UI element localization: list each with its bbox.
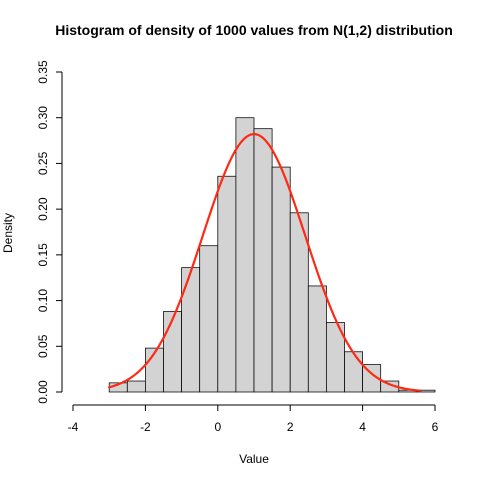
- density-curve: [108, 133, 422, 392]
- histogram-bar: [307, 285, 327, 393]
- y-ticks: 0.00 0.05 0.10 0.15 0.20 0.25 0.30 0.35: [36, 60, 62, 404]
- histogram-bar: [253, 128, 273, 393]
- histogram-bar: [271, 166, 291, 393]
- x-axis: -4 -2 0 2 4 6: [68, 404, 439, 434]
- x-tick-label: 0: [214, 420, 221, 434]
- histogram-bar: [362, 364, 382, 393]
- histogram-bar: [235, 117, 255, 393]
- x-tick-label: 2: [287, 420, 294, 434]
- chart-title: Histogram of density of 1000 values from…: [55, 22, 453, 38]
- y-tick-label: 0.35: [36, 60, 50, 84]
- x-ticks: -4 -2 0 2 4 6: [68, 405, 439, 434]
- x-tick-label: 6: [432, 420, 439, 434]
- y-tick-label: 0.15: [36, 243, 50, 267]
- y-tick-label: 0.30: [36, 106, 50, 130]
- y-tick-label: 0.05: [36, 334, 50, 358]
- histogram-bar: [181, 267, 201, 393]
- histogram-bar: [217, 175, 237, 393]
- y-tick-label: 0.10: [36, 289, 50, 313]
- x-tick-label: 4: [359, 420, 366, 434]
- y-tick-label: 0.25: [36, 151, 50, 175]
- x-axis-label: Value: [239, 452, 269, 466]
- histogram-bar: [199, 245, 219, 393]
- y-tick-label: 0.20: [36, 197, 50, 221]
- y-axis: 0.00 0.05 0.10 0.15 0.20 0.25 0.30 0.35: [36, 60, 63, 404]
- y-tick-label: 0.00: [36, 380, 50, 404]
- histogram-bars: [108, 117, 436, 393]
- x-tick-label: -2: [140, 420, 151, 434]
- x-tick-label: -4: [68, 420, 79, 434]
- histogram-bar: [344, 351, 363, 393]
- y-axis-label: Density: [1, 213, 15, 253]
- histogram-bar: [163, 311, 182, 393]
- histogram-bar: [126, 380, 146, 393]
